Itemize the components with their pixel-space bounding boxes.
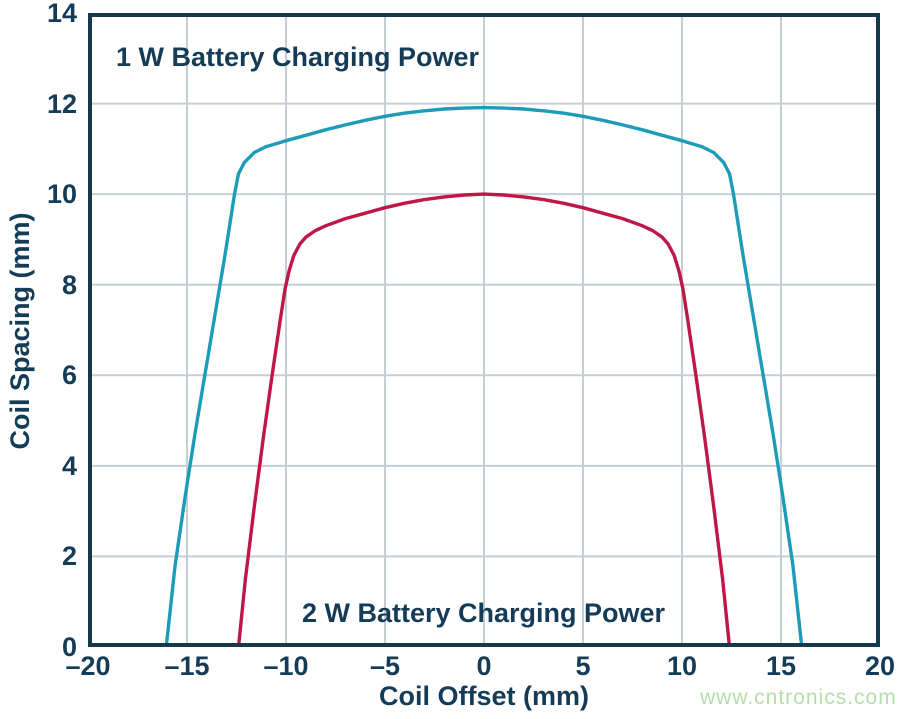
x-tick-label: 5 [575,651,591,681]
x-tick-label: 10 [666,651,698,681]
x-tick-label: 20 [864,651,896,681]
x-tick-label: 0 [476,651,492,681]
y-axis-title: Coil Spacing (mm) [5,212,35,450]
x-tick-label: 15 [765,651,797,681]
watermark: www.cntronics.com [700,686,897,709]
y-tick-label: 10 [46,179,77,210]
chart-canvas [88,13,880,647]
plot-area: 1 W Battery Charging Power 2 W Battery C… [88,13,880,647]
series-label-2w: 2 W Battery Charging Power [302,598,666,628]
x-tick-label: –10 [263,651,309,681]
series-curve-2w [236,192,732,647]
y-tick-label: 14 [46,0,77,28]
x-axis-title: Coil Offset (mm) [378,681,589,711]
series-curve-1w [164,105,804,647]
y-tick-label: 4 [61,450,77,481]
y-tick-label: 6 [61,360,77,391]
x-tick-label: –5 [369,651,401,681]
y-tick-label: 8 [61,269,77,300]
y-tick-label: 2 [61,541,77,572]
x-tick-label: –15 [164,651,210,681]
plot-border [88,13,880,647]
y-tick-label: 0 [61,632,77,662]
series-label-1w: 1 W Battery Charging Power [116,42,480,72]
x-tick-label: –20 [65,651,111,681]
y-tick-label: 12 [46,88,77,119]
